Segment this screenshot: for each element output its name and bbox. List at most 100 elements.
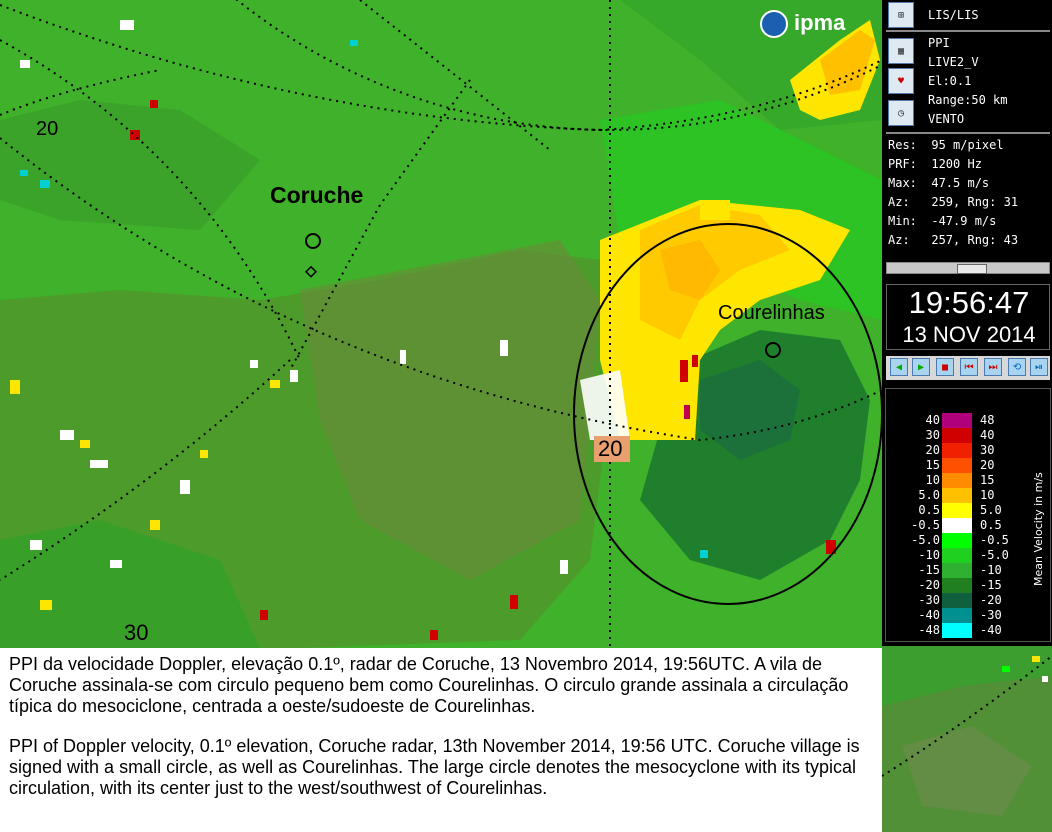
caption-portuguese: PPI da velocidade Doppler, elevação 0.1º… — [9, 654, 849, 716]
legend-swatch — [942, 488, 972, 503]
legend-swatch — [942, 503, 972, 518]
source-label: LIS/LIS — [928, 8, 979, 22]
ipma-logo: ipma — [760, 6, 866, 40]
info-line: Res: 95 m/pixel — [888, 138, 1004, 152]
legend-max-label: 20 — [980, 458, 995, 472]
caption-panel: PPI da velocidade Doppler, elevação 0.1º… — [0, 648, 882, 832]
legend-row: 15 20 — [886, 458, 1052, 473]
legend-max-label: 30 — [980, 443, 995, 457]
legend-min-label: 15 — [925, 458, 940, 472]
radar-map[interactable]: Coruche Courelinhas 20 20 30 ipma — [0, 0, 882, 648]
legend-unit: Mean Velocity in m/s — [1032, 472, 1045, 586]
step-forward-icon[interactable]: ⏭ — [984, 358, 1002, 376]
legend-row: 0.5 5.0 — [886, 503, 1052, 518]
legend-max-label: 10 — [980, 488, 995, 502]
legend-row: 5.0 10 — [886, 488, 1052, 503]
product-line: Range:50 km — [928, 93, 1008, 107]
legend-swatch — [942, 473, 972, 488]
radar-thumbnail — [882, 646, 1052, 832]
legend-swatch — [942, 548, 972, 563]
legend-swatch — [942, 518, 972, 533]
product-line: El:0.1 — [928, 74, 972, 88]
legend-swatch — [942, 428, 972, 443]
legend-max-label: -15 — [980, 578, 1002, 592]
legend-min-label: 20 — [925, 443, 940, 457]
legend-min-label: -10 — [918, 548, 940, 562]
play-icon[interactable]: ▶ — [912, 358, 930, 376]
range-label: 20 — [36, 118, 59, 140]
time-slider[interactable] — [886, 262, 1050, 274]
legend-min-label: 0.5 — [918, 503, 940, 517]
legend-max-label: -0.5 — [980, 533, 1009, 547]
legend-min-label: -30 — [918, 593, 940, 607]
slider-thumb[interactable] — [957, 264, 987, 274]
grid-icon[interactable]: ▦ — [888, 38, 914, 64]
clock-date: 13 NOV 2014 — [902, 322, 1036, 347]
range-label: 30 — [124, 620, 149, 645]
info-line: Az: 259, Rng: 31 — [888, 195, 1019, 209]
legend-max-label: 40 — [980, 428, 995, 442]
legend-row: 10 15 — [886, 473, 1052, 488]
radar-image — [0, 0, 882, 648]
legend-min-label: 5.0 — [918, 488, 940, 502]
legend-row: -40 -30 — [886, 608, 1052, 623]
speed-icon[interactable]: ⏯ — [1030, 358, 1048, 376]
legend-row: -10 -5.0 — [886, 548, 1052, 563]
legend-swatch — [942, 578, 972, 593]
clock-icon[interactable]: ◷ — [888, 100, 914, 126]
legend-row: 20 30 — [886, 443, 1052, 458]
legend-swatch — [942, 458, 972, 473]
legend-swatch — [942, 608, 972, 623]
info-line: Min: -47.9 m/s — [888, 214, 997, 228]
legend-min-label: -40 — [918, 608, 940, 622]
legend-row: -20 -15 — [886, 578, 1052, 593]
legend-max-label: -5.0 — [980, 548, 1009, 562]
clock-display: 19:56:47 13 NOV 2014 — [886, 284, 1050, 350]
mesocyclone-circle — [573, 223, 882, 605]
sat-icon[interactable]: ⊞ — [888, 2, 914, 28]
legend-row: -30 -20 — [886, 593, 1052, 608]
info-line: Max: 47.5 m/s — [888, 176, 990, 190]
legend-min-label: -5.0 — [911, 533, 940, 547]
loop-icon[interactable]: ⟲ — [1008, 358, 1026, 376]
playback-controls: ◀ ▶ ■ ⏮ ⏭ ⟲ ⏯ — [886, 356, 1050, 380]
back-icon[interactable]: ◀ — [890, 358, 908, 376]
legend-max-label: 48 — [980, 413, 995, 427]
legend-row: -0.5 0.5 — [886, 518, 1052, 533]
legend-swatch — [942, 533, 972, 548]
legend-swatch — [942, 443, 972, 458]
legend-max-label: -10 — [980, 563, 1002, 577]
legend-min-label: 40 — [925, 413, 940, 427]
legend-min-label: 10 — [925, 473, 940, 487]
step-back-icon[interactable]: ⏮ — [960, 358, 978, 376]
legend-min-label: -48 — [918, 623, 940, 637]
courelinhas-marker — [765, 342, 781, 358]
legend-max-label: 0.5 — [980, 518, 1002, 532]
legend-row: 30 40 — [886, 428, 1052, 443]
logo-text: ipma — [794, 10, 846, 35]
legend-max-label: 15 — [980, 473, 995, 487]
place-label-courelinhas: Courelinhas — [718, 302, 825, 324]
product-line: LIVE2_V — [928, 55, 979, 69]
caption-english: PPI of Doppler velocity, 0.1º elevation,… — [9, 736, 860, 798]
radar-icon[interactable]: ♥ — [888, 68, 914, 94]
legend-max-label: 5.0 — [980, 503, 1002, 517]
legend-min-label: -15 — [918, 563, 940, 577]
stop-icon[interactable]: ■ — [936, 358, 954, 376]
legend-swatch — [942, 413, 972, 428]
range-label: 20 — [598, 436, 623, 461]
clock-time: 19:56:47 — [908, 285, 1030, 320]
legend-row: 40 48 — [886, 413, 1052, 428]
legend-max-label: -40 — [980, 623, 1002, 637]
velocity-legend: 40 48 30 40 20 30 15 20 10 15 5.0 10 0.5 5.0 -0.5 0.5 -5… — [885, 388, 1051, 642]
coruche-marker — [305, 233, 321, 249]
legend-swatch — [942, 623, 972, 638]
legend-max-label: -20 — [980, 593, 1002, 607]
info-line: Az: 257, Rng: 43 — [888, 233, 1019, 247]
legend-min-label: 30 — [925, 428, 940, 442]
legend-swatch — [942, 593, 972, 608]
radar-control-panel: ⊞ LIS/LIS ▦ ♥ ◷ PPI LIVE2_V El:0.1 Range… — [882, 0, 1052, 646]
place-label-coruche: Coruche — [270, 182, 364, 208]
logo-emblem-icon — [760, 10, 788, 38]
product-line: VENTO — [928, 112, 965, 126]
